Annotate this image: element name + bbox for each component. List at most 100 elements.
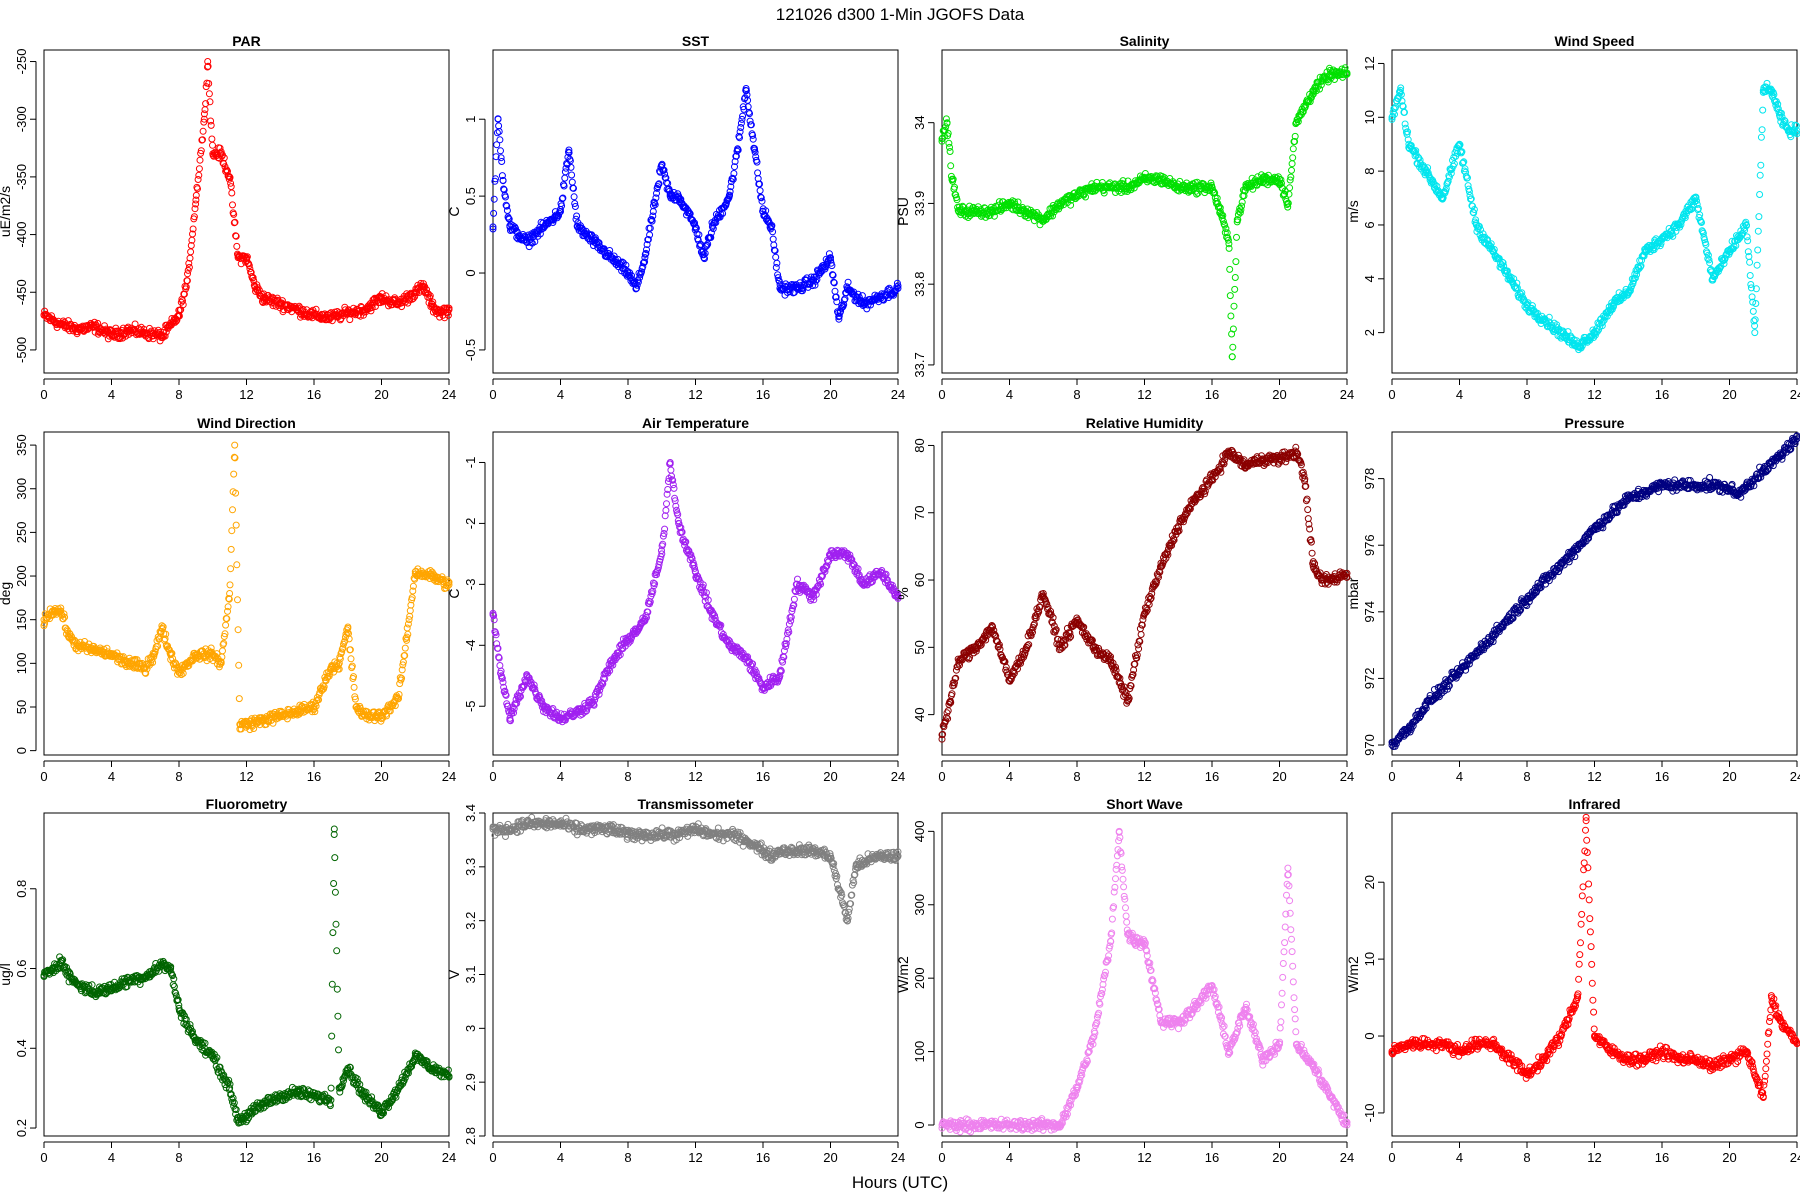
wind-speed-point xyxy=(1755,213,1763,221)
wind-direction-point xyxy=(403,624,411,632)
par-point xyxy=(185,259,193,267)
sst-point xyxy=(700,251,708,259)
par-point xyxy=(192,191,200,199)
sst-point xyxy=(572,215,580,223)
relative-humidity-series xyxy=(938,443,1351,743)
wind-speed-data-point xyxy=(1751,329,1759,337)
par-data-point xyxy=(327,314,335,322)
sst-point xyxy=(758,197,766,205)
air-temperature-point xyxy=(790,595,798,603)
sst-data-point xyxy=(860,300,868,308)
salinity-x-tick-label: 16 xyxy=(1205,387,1219,402)
salinity-point xyxy=(1288,166,1295,174)
wind-speed-point xyxy=(1758,126,1766,134)
sst-point xyxy=(893,279,901,287)
sst-point xyxy=(560,182,568,190)
sst-point xyxy=(648,217,656,225)
relative-humidity-x-tick-label: 24 xyxy=(1340,769,1354,784)
wind-direction-x-tick-label: 24 xyxy=(442,769,456,784)
salinity-point xyxy=(1238,202,1245,210)
par-point xyxy=(200,118,208,126)
air-temperature-point xyxy=(667,466,675,474)
relative-humidity-plot-frame xyxy=(941,431,1348,756)
wind-direction-point xyxy=(234,596,241,604)
sst-data-point xyxy=(523,238,531,246)
wind-speed-point xyxy=(1757,133,1765,141)
salinity-point xyxy=(1308,91,1316,99)
par-y-tick-label: -450 xyxy=(14,279,29,305)
sst-point xyxy=(749,135,757,143)
par-point xyxy=(48,312,55,320)
par-data-point xyxy=(108,331,115,339)
par-point xyxy=(195,165,203,173)
wind-speed-point xyxy=(1759,106,1767,114)
par-y-axis-label: uE/m2/s xyxy=(0,186,13,237)
par-point xyxy=(131,320,139,328)
par-data-point xyxy=(209,150,217,158)
par-point xyxy=(206,98,214,106)
wind-speed-y-tick-label: 10 xyxy=(1362,110,1377,124)
par-point xyxy=(191,205,199,213)
relative-humidity-title: Relative Humidity xyxy=(1086,415,1204,431)
sst-point xyxy=(493,141,501,149)
salinity-point xyxy=(1229,325,1237,333)
sst-x-tick-label: 24 xyxy=(891,387,905,402)
sst-x-tick-label: 0 xyxy=(489,387,496,402)
par-data-point xyxy=(234,254,242,262)
sst-point xyxy=(651,201,659,209)
wind-speed-y-tick-label: 8 xyxy=(1362,168,1377,175)
sst-point xyxy=(749,131,757,139)
air-temperature-point xyxy=(663,500,670,508)
sst-point xyxy=(774,274,782,282)
sst-point xyxy=(497,154,505,162)
salinity-point xyxy=(1229,343,1237,351)
sst-point xyxy=(640,259,648,267)
par-x-tick-label: 0 xyxy=(40,387,47,402)
wind-speed-x-tick-label: 4 xyxy=(1456,387,1463,402)
sst-x-tick-label: 12 xyxy=(688,387,702,402)
relative-humidity-y-tick-label: 50 xyxy=(912,640,927,654)
par-point xyxy=(201,106,209,114)
sst-y-tick-label: 0.5 xyxy=(463,187,478,205)
salinity-point xyxy=(1237,206,1245,214)
sst-point xyxy=(655,180,663,188)
sst-point xyxy=(567,163,575,171)
par-point xyxy=(192,200,200,208)
sst-data-point xyxy=(557,208,564,215)
salinity-point xyxy=(942,115,950,123)
relative-humidity-x-tick-label: 16 xyxy=(1205,769,1219,784)
sst-plot-frame xyxy=(492,49,899,374)
salinity-point xyxy=(944,129,952,137)
par-point xyxy=(161,332,169,340)
par-point xyxy=(179,301,187,309)
sst-data-point xyxy=(506,223,514,231)
salinity-point xyxy=(1226,292,1234,300)
salinity-x-tick-label: 20 xyxy=(1272,387,1286,402)
sst-point xyxy=(498,172,506,180)
wind-direction-point xyxy=(229,506,236,514)
sst-data-point xyxy=(767,223,775,231)
par-point xyxy=(346,316,354,324)
wind-direction-series xyxy=(40,441,453,734)
wind-direction-point xyxy=(234,626,242,634)
par-x-tick-label: 20 xyxy=(374,387,388,402)
sst-point xyxy=(561,168,569,176)
relative-humidity-x-tick-label: 20 xyxy=(1272,769,1286,784)
wind-direction-point xyxy=(222,621,230,629)
salinity-point xyxy=(1010,198,1018,206)
wind-direction-point xyxy=(219,647,226,655)
sst-point xyxy=(490,209,498,217)
sst-point xyxy=(747,121,755,129)
par-data-point xyxy=(411,288,419,296)
sst-point xyxy=(775,277,783,285)
sst-data-point xyxy=(742,85,750,92)
air-temperature-x-tick-label: 20 xyxy=(823,769,837,784)
sst-point xyxy=(831,287,839,295)
relative-humidity-y-tick-label: 70 xyxy=(912,506,927,520)
sst-point xyxy=(639,263,647,271)
salinity-x-tick-label: 24 xyxy=(1340,387,1354,402)
wind-speed-y-axis-label: m/s xyxy=(1345,200,1361,223)
